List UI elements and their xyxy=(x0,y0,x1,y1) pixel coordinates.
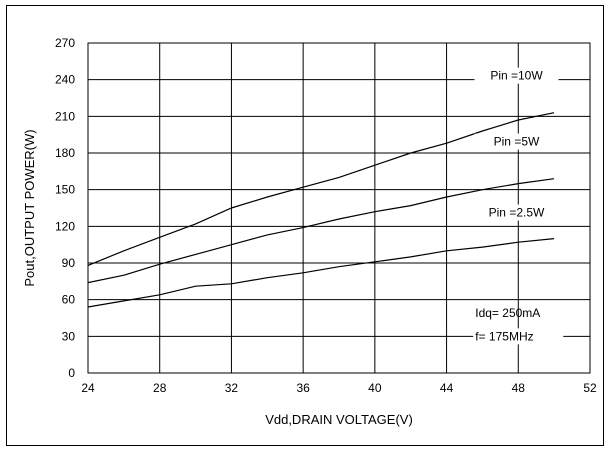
x-tick-label: 32 xyxy=(225,381,239,395)
y-axis-label: Pout,OUTPUT POWER(W) xyxy=(22,129,37,286)
series-lines xyxy=(87,112,555,308)
series-label: Pin =2.5W xyxy=(489,206,545,220)
x-tick-label: 48 xyxy=(512,381,526,395)
series-label-background xyxy=(474,204,559,221)
annotation-background xyxy=(473,328,564,345)
y-tick-label: 120 xyxy=(55,219,75,233)
annotation-idq: Idq= 250mA xyxy=(475,306,540,320)
annotation-frequency: f= 175MHz xyxy=(475,329,533,343)
y-tick-label: 210 xyxy=(55,109,75,123)
x-tick-label: 40 xyxy=(368,381,382,395)
series-line xyxy=(87,238,555,308)
y-tick-label: 30 xyxy=(62,329,76,343)
series-line xyxy=(87,178,555,284)
series-label: Pin =5W xyxy=(494,135,540,149)
y-tick-label: 240 xyxy=(55,73,75,87)
x-tick-label: 44 xyxy=(440,381,454,395)
y-tick-label: 180 xyxy=(55,146,75,160)
chart-frame: Pin =10W Pin =5W Pin =2.5W 24 28 32 36 40 44 48 5… xyxy=(6,5,604,446)
y-tick-label: 0 xyxy=(68,366,75,380)
x-tick-label: 52 xyxy=(583,381,597,395)
y-tick-label: 90 xyxy=(62,256,76,270)
y-tick-label: 60 xyxy=(62,293,76,307)
y-tick-label: 270 xyxy=(55,36,75,50)
plot-border xyxy=(87,42,591,374)
x-tick-label: 28 xyxy=(153,381,167,395)
output-power-chart: Pin =10W Pin =5W Pin =2.5W 24 28 32 36 40 44 48 5… xyxy=(22,36,597,427)
series-labels: Pin =10W Pin =5W Pin =2.5W xyxy=(474,67,559,221)
series-line xyxy=(87,112,555,266)
tick-labels: 24 28 32 36 40 44 48 52 0 30 60 90 120 150 180 210 240 27… xyxy=(55,36,597,395)
series-label: Pin =10W xyxy=(490,69,543,83)
x-tick-label: 24 xyxy=(81,381,95,395)
series-label-background xyxy=(474,133,559,150)
x-tick-label: 36 xyxy=(296,381,310,395)
series-label-background xyxy=(474,67,559,84)
x-axis-label: Vdd,DRAIN VOLTAGE(V) xyxy=(265,412,413,427)
y-tick-label: 150 xyxy=(55,183,75,197)
annotations: Idq= 250mA f= 175MHz xyxy=(473,306,564,345)
